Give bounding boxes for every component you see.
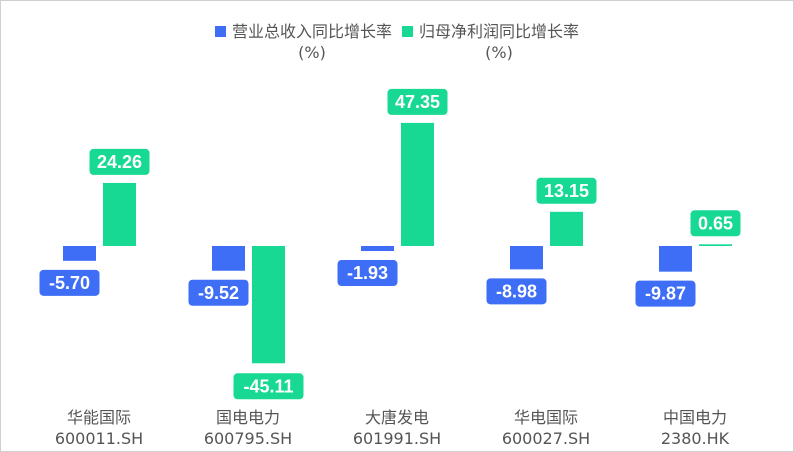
bar-profit [550,211,583,246]
legend-label-profit: 归母净利润同比增长率 [419,22,580,41]
bar-profit [699,244,732,246]
bar-revenue [510,246,543,270]
data-label-box [39,269,100,296]
data-label: 47.35 [395,92,440,112]
legend-swatch-profit [402,26,413,37]
category-name-label: 华电国际 [514,408,578,427]
legend-unit-profit: (%) [485,43,513,62]
category-name-label: 国电电力 [216,408,280,427]
category-name-label: 中国电力 [663,408,727,427]
bar-revenue [212,246,245,271]
data-label-box [536,177,597,204]
data-label: 13.15 [544,181,589,201]
data-label-box [89,148,150,175]
data-label: -9.52 [198,283,239,303]
data-label-box [387,88,448,115]
legend-unit-revenue: (%) [298,43,326,62]
legend-item-profit[interactable]: 归母净利润同比增长率 (%) [402,21,579,63]
category-code-label: 2380.HK [661,429,730,448]
legend: 营业总收入同比增长率 (%) 归母净利润同比增长率 (%) [1,21,793,63]
category-code-label: 600027.SH [502,429,590,448]
bar-profit [252,246,285,364]
data-label: -1.93 [347,263,388,283]
category-code-label: 600795.SH [204,429,292,448]
data-label: -45.11 [243,376,293,396]
bar-profit [103,182,136,246]
data-label-box [690,210,741,237]
legend-item-revenue[interactable]: 营业总收入同比增长率 (%) [214,21,392,63]
bar-profit [401,122,434,246]
data-label: -8.98 [496,281,537,301]
data-label-box [337,260,398,287]
data-label: -9.87 [645,284,686,304]
data-label: 24.26 [97,152,142,172]
data-label-box [233,373,304,400]
category-code-label: 600011.SH [55,429,143,448]
category-name-label: 大唐发电 [365,408,429,427]
data-label-box [188,279,249,306]
legend-swatch-revenue [214,26,226,37]
data-label-box [486,278,547,305]
data-label: 0.65 [698,213,733,233]
bar-revenue [63,246,96,261]
bar-revenue [659,246,692,272]
data-label: -5.70 [49,273,90,293]
bar-revenue [361,246,394,252]
category-name-label: 华能国际 [67,408,131,427]
legend-label-revenue: 营业总收入同比增长率 [231,22,392,41]
category-code-label: 601991.SH [353,429,441,448]
data-label-box [635,280,696,307]
